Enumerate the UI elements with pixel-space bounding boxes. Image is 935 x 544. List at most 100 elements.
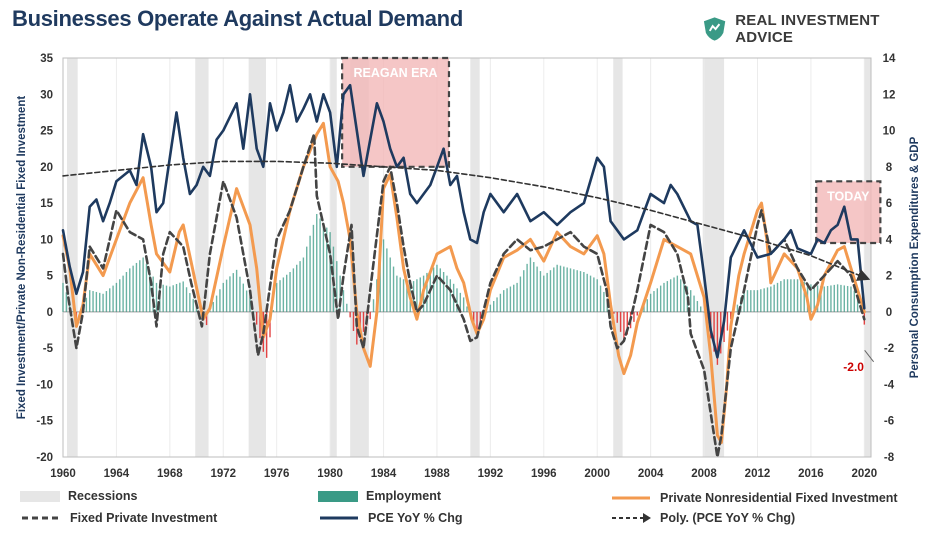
x-tick-label: 2000 [584,468,610,480]
employment-bar [646,299,648,312]
employment-bar [579,271,582,312]
employment-bar [119,279,121,312]
employment-bar [309,235,311,312]
employment-bar [275,282,278,312]
employment-bar [135,262,138,312]
employment-bar [232,273,234,312]
employment-bar [406,281,408,312]
legend-poly: Poly. (PCE YoY % Chg) [610,509,795,527]
employment-bar [189,293,191,312]
employment-bar [506,288,508,312]
employment-bar [249,297,251,312]
employment-bar [569,268,572,312]
x-tick-label: 2020 [852,468,878,480]
employment-bar [349,311,351,318]
employment-bar [222,282,224,312]
employment-bar [182,281,184,312]
employment-bar [142,257,144,312]
y-right-axis-title: Personal Consumption Expenditures & GDP [909,136,921,378]
employment-bar [265,311,268,358]
recession-band-6 [613,58,623,457]
employment-bar [386,248,388,312]
employment-bar [192,298,194,312]
employment-bar [786,279,789,312]
employment-bar [663,282,665,312]
employment-bar [419,277,421,312]
employment-bar [559,265,562,312]
employment-bar [613,311,615,314]
employment-bar [810,284,812,312]
employment-bar [92,291,94,312]
employment-bar [826,285,829,312]
employment-bar [593,277,595,312]
employment-bar [132,265,134,312]
y-right-tick-label: -2 [884,343,894,355]
employment-bar [780,281,782,312]
employment-bar [436,264,438,312]
employment-bar [109,288,111,312]
employment-bar [212,301,214,312]
employment-bar [703,311,705,313]
annotation-label-1: TODAY [827,189,870,203]
employment-bar [112,285,114,312]
employment-bar [746,290,749,312]
ria-logo-icon [703,17,726,41]
employment-bar [219,289,221,312]
employment-bar [172,285,174,312]
employment-bar [536,266,538,312]
employment-bar [252,311,255,312]
employment-bar [326,227,328,312]
employment-bar [105,291,108,312]
recession-band-8 [864,58,871,457]
employment-bar [679,279,682,312]
x-tick-label: 1988 [424,468,450,480]
employment-bar [669,279,672,312]
employment-bar [402,279,405,312]
employment-bar [756,290,759,312]
legend-label-pce: PCE YoY % Chg [368,511,463,525]
legend-swatch-pnfi [612,496,650,500]
employment-bar [95,291,98,312]
employment-bar [830,285,832,312]
page-title: Businesses Operate Against Actual Demand [12,6,463,31]
employment-bar [352,311,355,331]
employment-bar [479,311,482,327]
employment-bar [813,284,815,312]
employment-bar [619,311,622,332]
employment-bar [356,311,358,345]
employment-bar [155,282,158,312]
y-right-tick-label: 8 [886,162,893,174]
employment-bar [329,232,331,312]
y-left-tick-label: 20 [40,162,53,174]
employment-bar [472,311,475,325]
employment-bar [442,272,445,312]
employment-bar [856,294,859,312]
employment-bar [700,306,702,312]
employment-bar [392,266,395,312]
employment-bar [850,286,852,312]
employment-bar [673,277,675,312]
employment-bar [556,264,558,312]
employment-bar [68,301,71,312]
employment-bar [389,257,391,312]
poly-trend-line [62,160,871,281]
y-right-tick-label: 12 [883,89,896,101]
legend-label-pnfi: Private Nonresidential Fixed Investment [660,491,898,505]
employment-bar [743,290,745,312]
y-right-tick-label: -4 [884,379,895,391]
employment-bar [833,284,835,312]
recession-band-7 [702,58,725,457]
employment-bar [823,286,825,312]
employment-bar [659,285,662,312]
employment-bar [199,311,201,312]
employment-bar [439,268,441,312]
employment-bar [773,284,775,312]
employment-bar [489,304,492,312]
employment-bar [820,285,822,312]
y-right-tick-label: -8 [884,452,895,464]
y-left-tick-label: 10 [40,234,53,246]
y-left-tick-label: -20 [36,452,53,464]
employment-bar [499,293,502,312]
employment-bar [462,297,465,312]
employment-bar [519,276,522,312]
